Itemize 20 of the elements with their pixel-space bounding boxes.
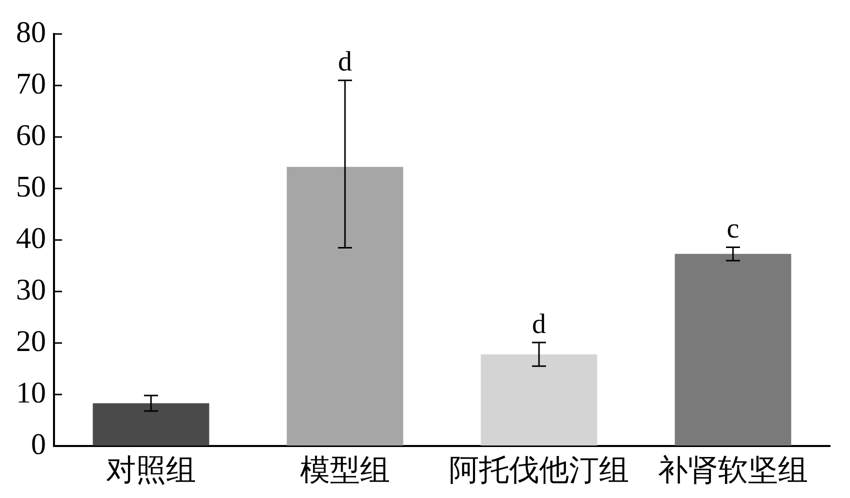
x-tick-label: 补肾软坚组: [658, 452, 808, 488]
y-tick-label: 60: [16, 118, 46, 152]
bar: [480, 354, 598, 446]
y-tick-label: 50: [16, 170, 46, 204]
y-tick-label: 0: [31, 428, 46, 461]
y-tick-label: 70: [16, 67, 46, 100]
annotation: d: [532, 308, 546, 340]
x-tick-label: 模型组: [300, 452, 390, 488]
x-tick-label: 阿托伐他汀组: [449, 452, 629, 488]
y-tick-label: 40: [16, 222, 46, 255]
x-tick-label: 对照组: [106, 452, 196, 488]
y-tick-label: 20: [16, 324, 46, 358]
y-tick-label: 10: [16, 376, 46, 410]
bar: [674, 254, 792, 446]
annotation: c: [726, 214, 740, 245]
y-tick-label: 30: [16, 273, 46, 306]
annotation: d: [338, 46, 352, 78]
bar: [286, 166, 404, 446]
y-tick-label: 80: [16, 16, 46, 49]
bar: [92, 403, 210, 446]
